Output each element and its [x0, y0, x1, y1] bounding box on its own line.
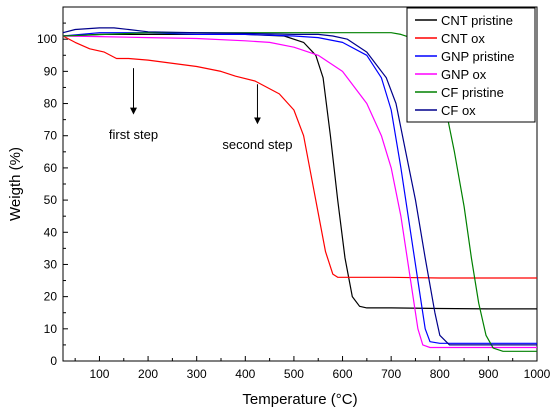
legend-box: [406, 7, 536, 123]
series-line-gnp-ox: [62, 35, 537, 349]
series-line-cf-ox: [62, 27, 537, 346]
x-tick-label: 700: [381, 367, 401, 381]
x-axis: 100 200 300 400 500 600 700 800 900 1000: [74, 356, 550, 381]
x-tick-label: 400: [235, 367, 255, 381]
y-axis: 0 10 20 30 40 50 60 70 80 90 100: [37, 22, 68, 368]
legend: CNT pristine CNT ox GNP pristine GNP ox CF p…: [406, 7, 536, 123]
x-axis-title: Temperature (°C): [242, 391, 357, 408]
legend-label: CF ox: [441, 103, 476, 118]
series-line-gnp-pristine: [62, 32, 537, 344]
y-tick-label: 70: [44, 129, 58, 143]
legend-label: CNT ox: [441, 31, 485, 46]
x-tick-label: 100: [89, 367, 109, 381]
y-tick-label: 100: [37, 32, 57, 46]
y-tick-label: 50: [44, 193, 58, 207]
y-tick-label: 60: [44, 161, 58, 175]
legend-label: CF pristine: [441, 85, 504, 100]
series-line-cnt-ox: [62, 35, 537, 279]
annotations: first step second step: [109, 68, 293, 152]
x-tick-label: 500: [284, 367, 304, 381]
y-tick-label: 30: [44, 257, 58, 271]
legend-label: GNP ox: [441, 67, 487, 82]
legend-label: CNT pristine: [441, 13, 513, 28]
x-tick-label: 200: [138, 367, 158, 381]
x-tick-label: 600: [333, 367, 353, 381]
x-tick-label: 900: [478, 367, 498, 381]
x-tick-label: 800: [430, 367, 450, 381]
y-tick-label: 10: [44, 322, 58, 336]
y-tick-label: 20: [44, 290, 58, 304]
y-tick-label: 90: [44, 64, 58, 78]
annotation-label: first step: [109, 127, 158, 142]
y-tick-label: 0: [50, 354, 57, 368]
y-axis-title: Weigth (%): [7, 147, 24, 221]
x-tick-label: 1000: [524, 367, 550, 381]
y-tick-label: 80: [44, 97, 58, 111]
annotation-label: second step: [222, 137, 292, 152]
legend-label: GNP pristine: [441, 49, 514, 64]
x-tick-label: 300: [187, 367, 207, 381]
y-tick-label: 40: [44, 225, 58, 239]
